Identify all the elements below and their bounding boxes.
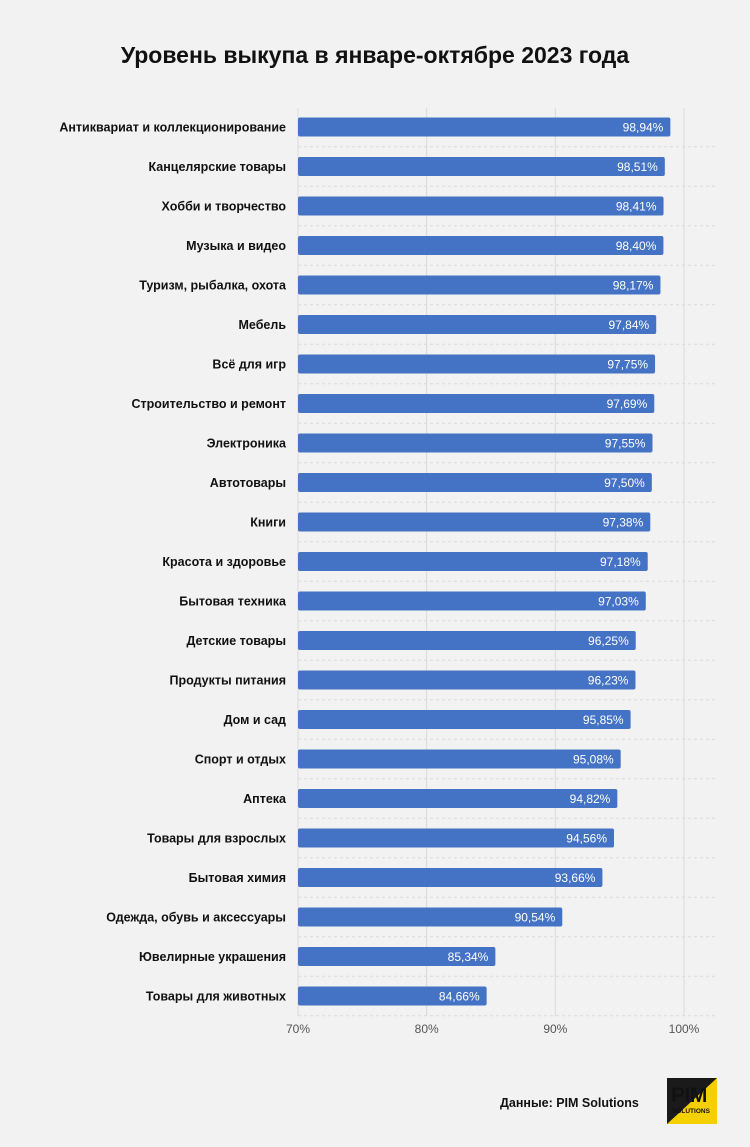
category-label: Строительство и ремонт	[132, 397, 286, 411]
bar	[298, 670, 636, 690]
pim-solutions-logo: PIM SOLUTIONS	[667, 1078, 717, 1124]
data-label: 97,38%	[603, 516, 644, 530]
bar	[298, 275, 661, 295]
category-label: Одежда, обувь и аксессуары	[106, 911, 286, 925]
category-label: Музыка и видео	[186, 239, 286, 253]
bar	[298, 552, 648, 571]
chart-title: Уровень выкупа в январе-октябре 2023 год…	[120, 42, 630, 68]
source-note: Данные: PIM Solutions	[500, 1096, 639, 1110]
category-label: Товары для взрослых	[147, 832, 286, 846]
category-label: Автотовары	[210, 476, 286, 490]
data-label: 98,40%	[616, 239, 657, 253]
data-label: 93,66%	[555, 871, 596, 885]
bar	[298, 986, 487, 1006]
category-label: Книги	[250, 516, 286, 530]
data-label: 94,82%	[570, 792, 611, 806]
x-tick-label: 100%	[669, 1022, 700, 1036]
data-label: 98,94%	[623, 121, 664, 135]
bar	[298, 512, 651, 532]
data-label: 96,25%	[588, 634, 629, 648]
bar	[298, 789, 618, 808]
data-label: 95,85%	[583, 713, 624, 727]
category-label: Туризм, рыбалка, охота	[139, 279, 287, 293]
data-label: 97,18%	[600, 555, 641, 569]
data-label: 98,51%	[617, 160, 658, 174]
data-label: 98,17%	[613, 279, 654, 293]
data-label: 97,03%	[598, 595, 639, 609]
data-label: 95,08%	[573, 753, 614, 767]
category-label: Товары для животных	[146, 990, 286, 1004]
logo-subtext: SOLUTIONS	[672, 1108, 710, 1115]
data-label: 97,55%	[605, 437, 646, 451]
category-label: Антиквариат и коллекционирование	[59, 121, 286, 135]
data-label: 98,41%	[616, 200, 657, 214]
data-label: 94,56%	[566, 832, 607, 846]
bar	[298, 236, 664, 255]
data-label: 84,66%	[439, 990, 480, 1004]
category-label: Электроника	[207, 437, 287, 451]
bar	[298, 710, 631, 729]
category-label: Красота и здоровье	[162, 555, 286, 569]
category-label: Продукты питания	[170, 674, 287, 688]
category-label: Спорт и отдых	[195, 753, 286, 767]
bar	[298, 315, 657, 334]
category-label: Ювелирные украшения	[139, 950, 286, 964]
bar	[298, 828, 615, 848]
bar	[298, 907, 563, 927]
category-label: Мебель	[239, 318, 287, 332]
bar	[298, 394, 655, 413]
bar	[298, 354, 656, 374]
category-label: Бытовая техника	[179, 595, 287, 609]
category-label: Всё для игр	[212, 358, 286, 372]
bar	[298, 117, 671, 137]
category-label: Аптека	[243, 792, 287, 806]
bar	[298, 196, 664, 216]
bar	[298, 631, 636, 650]
bar	[298, 433, 653, 453]
category-label: Бытовая химия	[189, 871, 286, 885]
bar	[298, 868, 603, 887]
data-label: 97,50%	[604, 476, 645, 490]
x-tick-label: 90%	[543, 1022, 567, 1036]
bar	[298, 749, 621, 769]
category-label: Канцелярские товары	[149, 160, 286, 174]
bar	[298, 157, 665, 176]
bar	[298, 947, 496, 966]
category-label: Дом и сад	[224, 713, 286, 727]
bar	[298, 591, 646, 611]
bar	[298, 473, 652, 492]
data-label: 97,69%	[607, 397, 648, 411]
data-label: 96,23%	[588, 674, 629, 688]
data-label: 85,34%	[448, 950, 489, 964]
data-label: 90,54%	[515, 911, 556, 925]
category-label: Хобби и творчество	[162, 200, 287, 214]
data-label: 97,75%	[607, 358, 648, 372]
bar-chart: Антиквариат и коллекционирование 98,94% Ка…	[59, 108, 718, 1036]
x-tick-label: 80%	[415, 1022, 439, 1036]
logo-text: PIM	[671, 1084, 707, 1107]
category-label: Детские товары	[187, 634, 287, 648]
x-tick-label: 70%	[286, 1022, 310, 1036]
data-label: 97,84%	[609, 318, 650, 332]
